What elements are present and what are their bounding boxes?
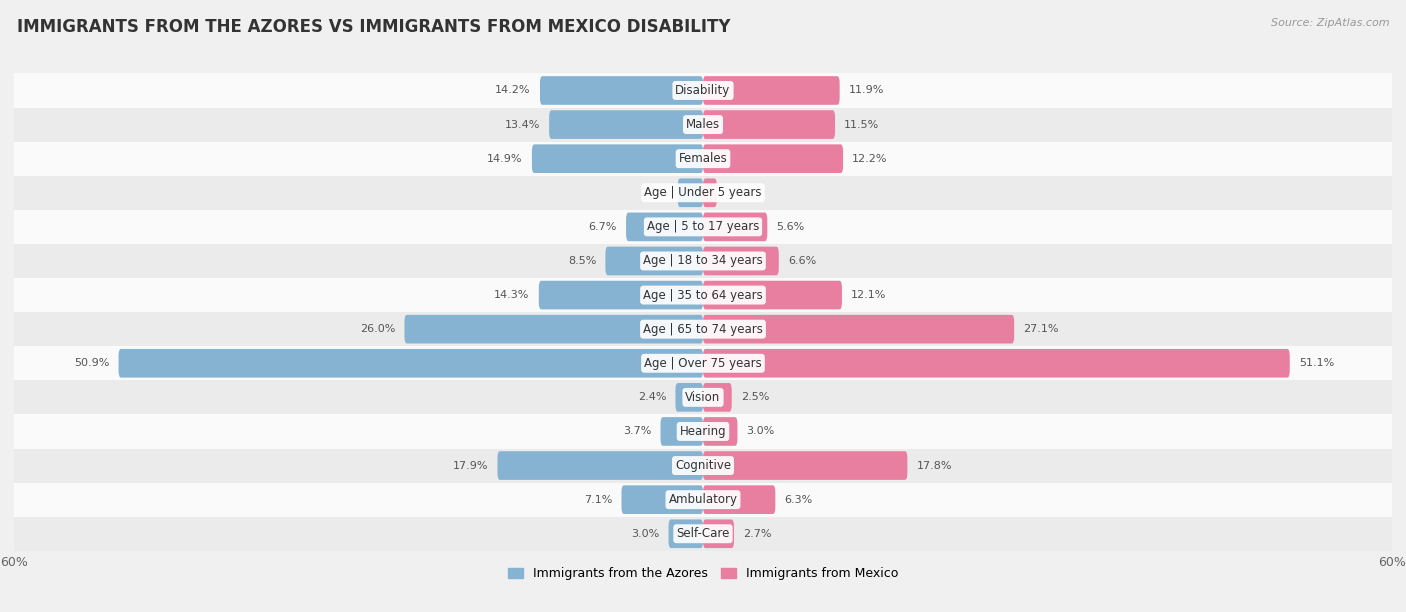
Text: Disability: Disability: [675, 84, 731, 97]
Text: Age | 65 to 74 years: Age | 65 to 74 years: [643, 323, 763, 335]
Text: 11.9%: 11.9%: [849, 86, 884, 95]
Bar: [14, 176, 1392, 210]
Text: Hearing: Hearing: [679, 425, 727, 438]
Text: Age | 35 to 64 years: Age | 35 to 64 years: [643, 289, 763, 302]
Text: 27.1%: 27.1%: [1024, 324, 1059, 334]
FancyBboxPatch shape: [498, 451, 703, 480]
FancyBboxPatch shape: [669, 520, 703, 548]
Text: 51.1%: 51.1%: [1299, 358, 1334, 368]
Text: 14.2%: 14.2%: [495, 86, 531, 95]
Text: 50.9%: 50.9%: [75, 358, 110, 368]
FancyBboxPatch shape: [703, 383, 731, 412]
FancyBboxPatch shape: [661, 417, 703, 446]
Bar: [14, 73, 1392, 108]
FancyBboxPatch shape: [621, 485, 703, 514]
Bar: [14, 517, 1392, 551]
FancyBboxPatch shape: [703, 315, 1014, 343]
Bar: [14, 108, 1392, 141]
Text: 3.7%: 3.7%: [623, 427, 651, 436]
Text: 14.3%: 14.3%: [495, 290, 530, 300]
FancyBboxPatch shape: [703, 212, 768, 241]
Text: Males: Males: [686, 118, 720, 131]
Text: Self-Care: Self-Care: [676, 528, 730, 540]
FancyBboxPatch shape: [678, 179, 703, 207]
Text: 2.7%: 2.7%: [744, 529, 772, 539]
FancyBboxPatch shape: [606, 247, 703, 275]
Text: 14.9%: 14.9%: [488, 154, 523, 163]
Text: 2.2%: 2.2%: [640, 188, 669, 198]
Bar: [14, 141, 1392, 176]
Text: Females: Females: [679, 152, 727, 165]
Text: 3.0%: 3.0%: [631, 529, 659, 539]
Text: 2.5%: 2.5%: [741, 392, 769, 402]
FancyBboxPatch shape: [626, 212, 703, 241]
Text: 12.1%: 12.1%: [851, 290, 887, 300]
FancyBboxPatch shape: [703, 349, 1289, 378]
Bar: [14, 278, 1392, 312]
Text: Age | 18 to 34 years: Age | 18 to 34 years: [643, 255, 763, 267]
FancyBboxPatch shape: [703, 281, 842, 310]
Text: Source: ZipAtlas.com: Source: ZipAtlas.com: [1271, 18, 1389, 28]
Text: 8.5%: 8.5%: [568, 256, 596, 266]
Text: 11.5%: 11.5%: [844, 119, 880, 130]
Text: 17.9%: 17.9%: [453, 461, 488, 471]
FancyBboxPatch shape: [703, 247, 779, 275]
Bar: [14, 244, 1392, 278]
Bar: [14, 449, 1392, 483]
Text: 7.1%: 7.1%: [583, 494, 612, 505]
Text: Vision: Vision: [685, 391, 721, 404]
Text: 13.4%: 13.4%: [505, 119, 540, 130]
Text: Age | 5 to 17 years: Age | 5 to 17 years: [647, 220, 759, 233]
Text: 6.6%: 6.6%: [787, 256, 817, 266]
FancyBboxPatch shape: [703, 144, 844, 173]
FancyBboxPatch shape: [540, 76, 703, 105]
Text: 17.8%: 17.8%: [917, 461, 952, 471]
FancyBboxPatch shape: [118, 349, 703, 378]
Text: 26.0%: 26.0%: [360, 324, 395, 334]
FancyBboxPatch shape: [703, 76, 839, 105]
Bar: [14, 210, 1392, 244]
FancyBboxPatch shape: [703, 451, 907, 480]
Text: 6.7%: 6.7%: [589, 222, 617, 232]
FancyBboxPatch shape: [405, 315, 703, 343]
Text: Age | Over 75 years: Age | Over 75 years: [644, 357, 762, 370]
Text: Age | Under 5 years: Age | Under 5 years: [644, 186, 762, 200]
FancyBboxPatch shape: [703, 520, 734, 548]
Text: IMMIGRANTS FROM THE AZORES VS IMMIGRANTS FROM MEXICO DISABILITY: IMMIGRANTS FROM THE AZORES VS IMMIGRANTS…: [17, 18, 730, 36]
Legend: Immigrants from the Azores, Immigrants from Mexico: Immigrants from the Azores, Immigrants f…: [503, 562, 903, 585]
Bar: [14, 346, 1392, 380]
Text: 6.3%: 6.3%: [785, 494, 813, 505]
FancyBboxPatch shape: [531, 144, 703, 173]
Text: Cognitive: Cognitive: [675, 459, 731, 472]
FancyBboxPatch shape: [538, 281, 703, 310]
FancyBboxPatch shape: [703, 110, 835, 139]
Text: 2.4%: 2.4%: [638, 392, 666, 402]
FancyBboxPatch shape: [703, 417, 738, 446]
Bar: [14, 312, 1392, 346]
Text: 3.0%: 3.0%: [747, 427, 775, 436]
Text: Ambulatory: Ambulatory: [668, 493, 738, 506]
Bar: [14, 414, 1392, 449]
Text: 12.2%: 12.2%: [852, 154, 887, 163]
Text: 1.2%: 1.2%: [725, 188, 755, 198]
Bar: [14, 483, 1392, 517]
FancyBboxPatch shape: [703, 179, 717, 207]
FancyBboxPatch shape: [550, 110, 703, 139]
Bar: [14, 380, 1392, 414]
FancyBboxPatch shape: [703, 485, 775, 514]
FancyBboxPatch shape: [675, 383, 703, 412]
Text: 5.6%: 5.6%: [776, 222, 804, 232]
